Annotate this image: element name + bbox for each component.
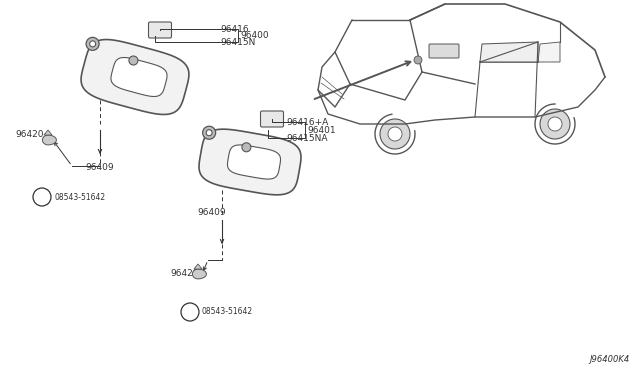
Text: 96420: 96420 (170, 269, 198, 279)
Text: 96401: 96401 (307, 125, 335, 135)
Circle shape (540, 109, 570, 139)
Circle shape (206, 130, 212, 136)
Polygon shape (194, 264, 202, 269)
FancyBboxPatch shape (148, 22, 172, 38)
Polygon shape (44, 130, 52, 135)
Circle shape (548, 117, 562, 131)
Polygon shape (538, 42, 560, 62)
Polygon shape (480, 42, 538, 62)
Text: 96409: 96409 (86, 163, 115, 171)
Circle shape (414, 56, 422, 64)
FancyBboxPatch shape (260, 111, 284, 127)
Text: 96416+A: 96416+A (286, 118, 328, 126)
Circle shape (33, 188, 51, 206)
Circle shape (380, 119, 410, 149)
Text: S: S (188, 308, 193, 317)
Text: 96420: 96420 (15, 129, 44, 138)
Text: 96416: 96416 (220, 25, 248, 33)
Circle shape (242, 143, 251, 152)
Text: J96400K4: J96400K4 (589, 355, 630, 364)
Text: 08543-51642: 08543-51642 (202, 308, 253, 317)
Text: 08543-51642: 08543-51642 (54, 192, 105, 202)
Polygon shape (193, 269, 207, 279)
FancyBboxPatch shape (429, 44, 459, 58)
Text: 96400: 96400 (240, 31, 269, 40)
Text: 96415N: 96415N (220, 38, 255, 46)
Circle shape (90, 41, 95, 47)
Polygon shape (227, 145, 280, 179)
Circle shape (203, 126, 216, 139)
Polygon shape (42, 135, 56, 145)
Text: 96415NA: 96415NA (286, 134, 328, 142)
Text: 96409: 96409 (198, 208, 227, 217)
Polygon shape (81, 39, 189, 115)
Polygon shape (199, 129, 301, 195)
Polygon shape (111, 58, 167, 96)
Circle shape (86, 37, 99, 50)
Circle shape (181, 303, 199, 321)
Text: S: S (39, 192, 45, 202)
Circle shape (388, 127, 402, 141)
Circle shape (129, 56, 138, 65)
